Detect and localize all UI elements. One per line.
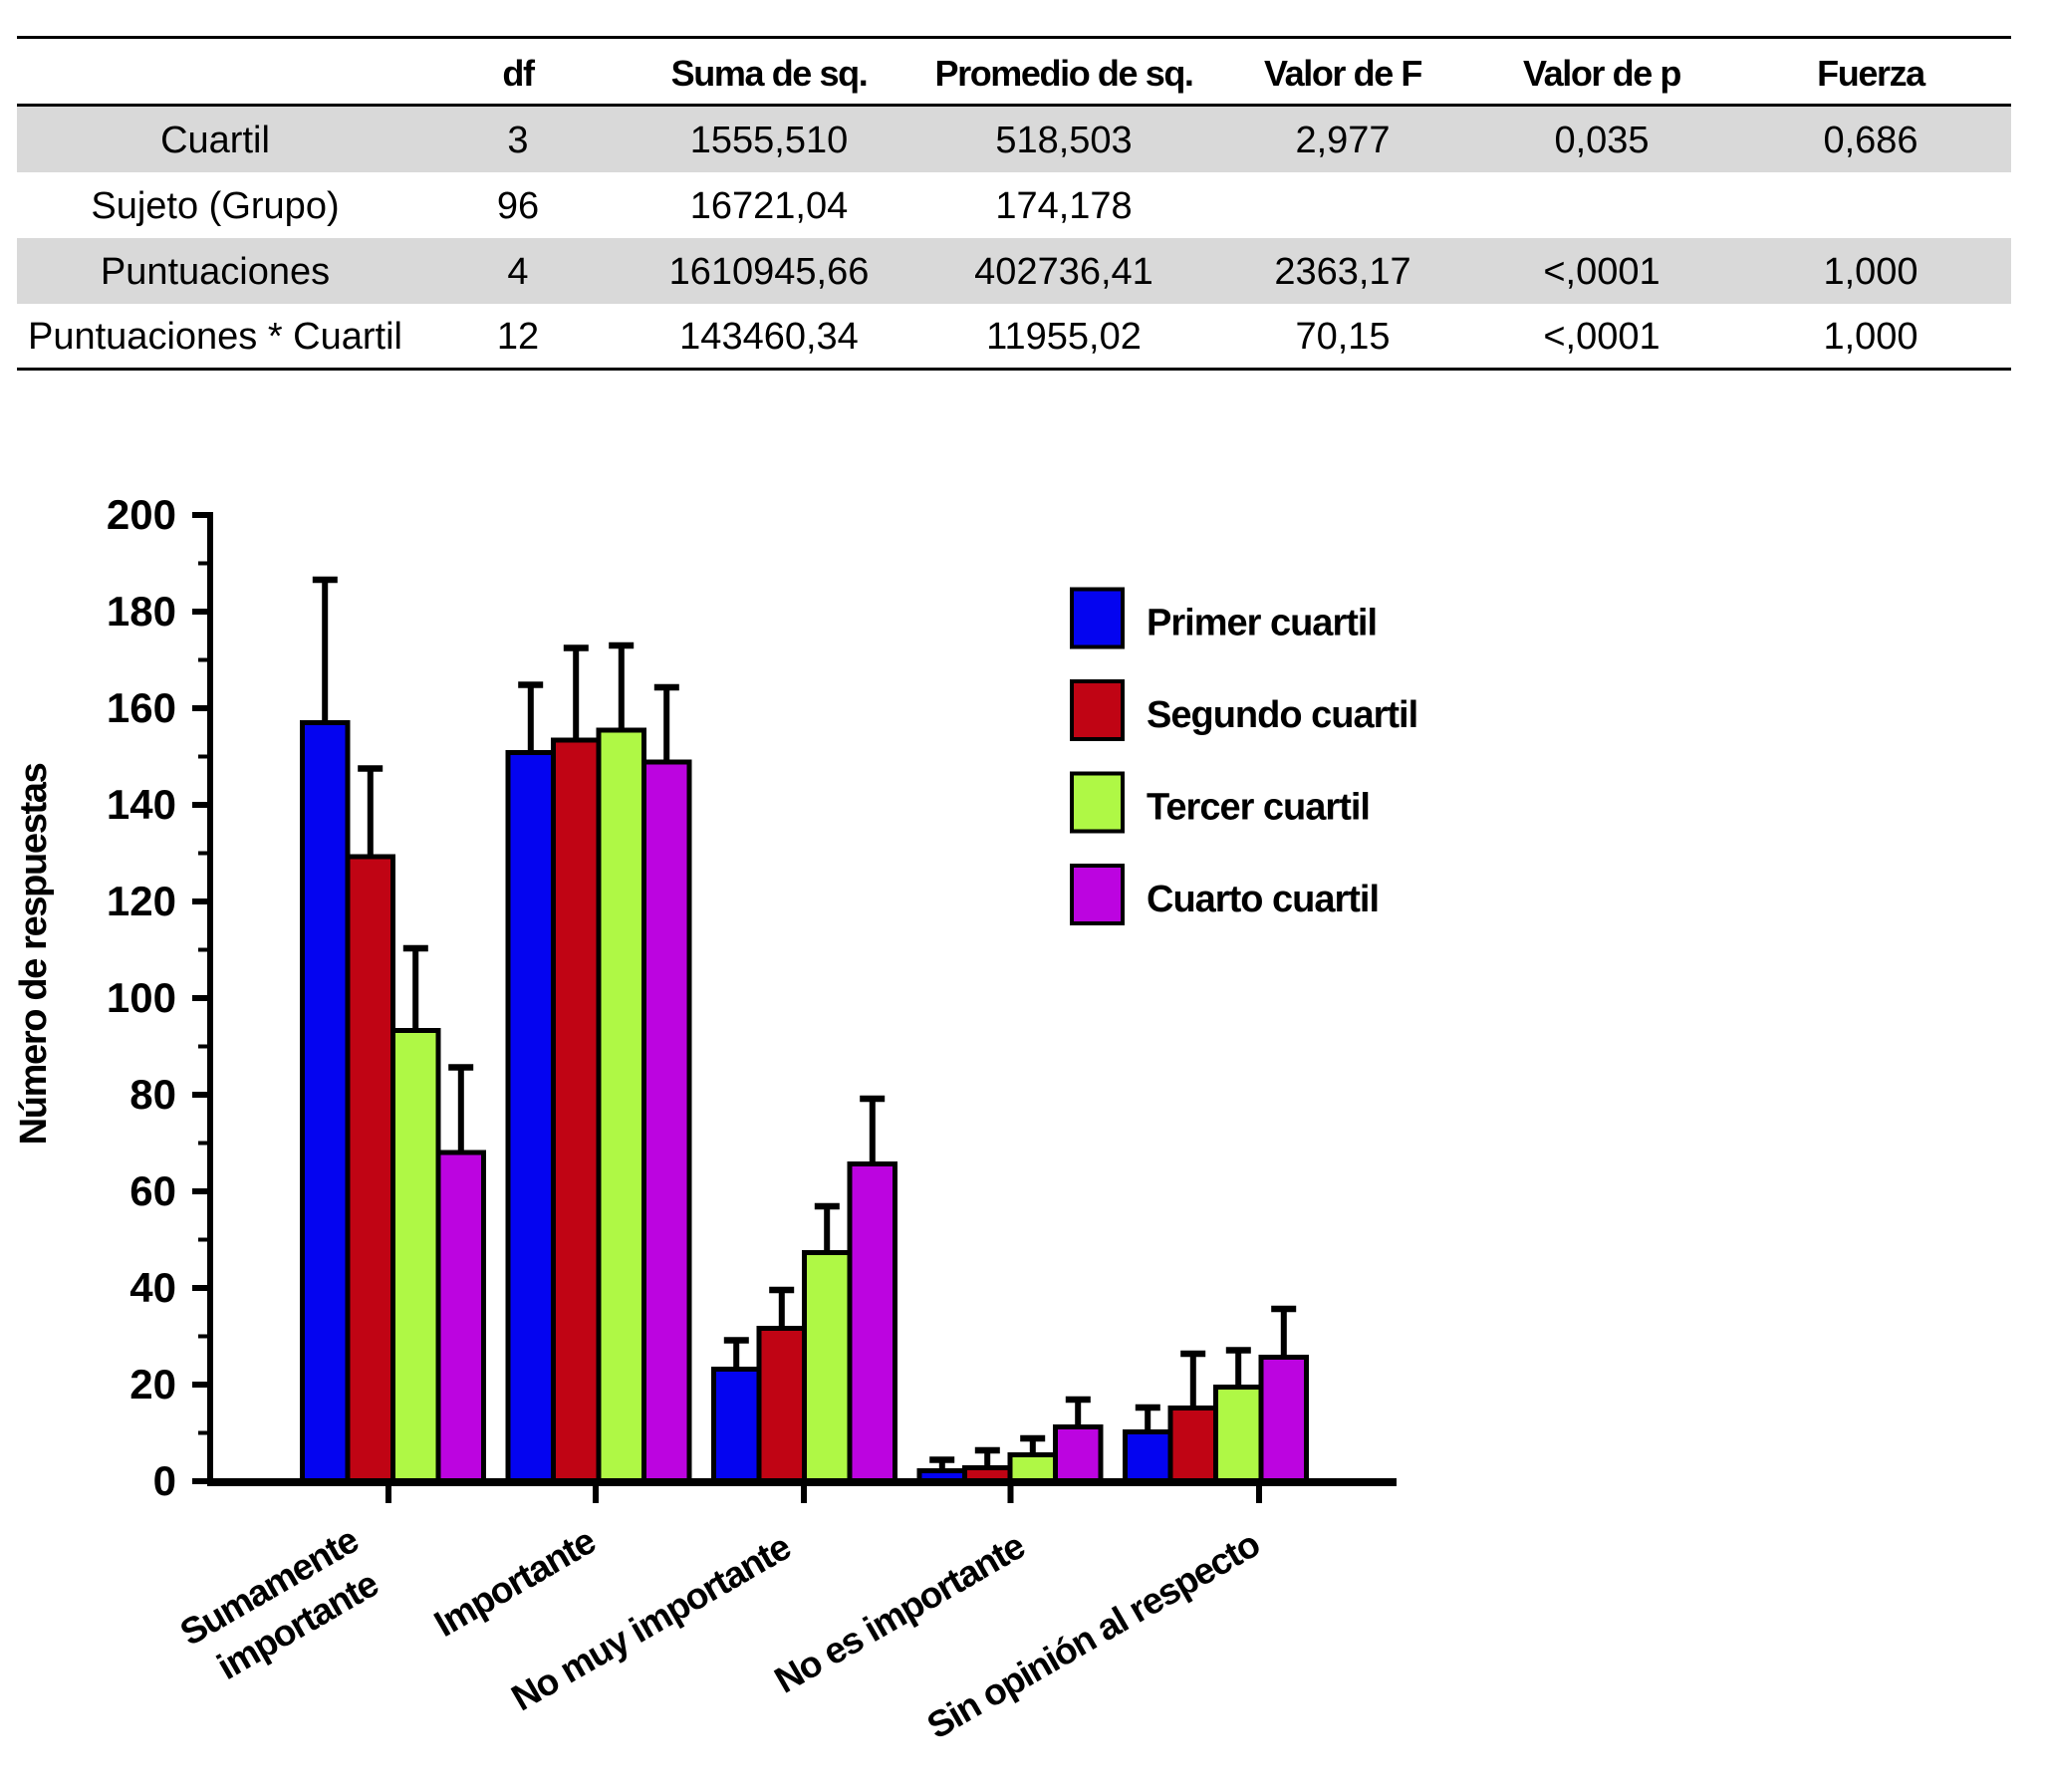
svg-text:160: 160 [107,684,176,731]
svg-text:140: 140 [107,781,176,828]
svg-text:180: 180 [107,588,176,635]
svg-text:Importante: Importante [427,1520,602,1645]
svg-text:Cuarto cuartil: Cuarto cuartil [1147,879,1379,920]
svg-text:Segundo cuartil: Segundo cuartil [1147,694,1417,736]
svg-text:Primer cuartil: Primer cuartil [1147,603,1377,644]
svg-text:Tercer cuartil: Tercer cuartil [1147,787,1370,829]
svg-text:Número de respuestas: Número de respuestas [13,763,55,1145]
svg-text:120: 120 [107,878,176,924]
svg-text:60: 60 [129,1167,176,1214]
svg-text:100: 100 [107,974,176,1021]
svg-text:80: 80 [129,1071,176,1118]
svg-text:0: 0 [153,1457,176,1504]
svg-text:40: 40 [129,1264,176,1311]
svg-text:20: 20 [129,1361,176,1408]
svg-text:200: 200 [107,491,176,538]
